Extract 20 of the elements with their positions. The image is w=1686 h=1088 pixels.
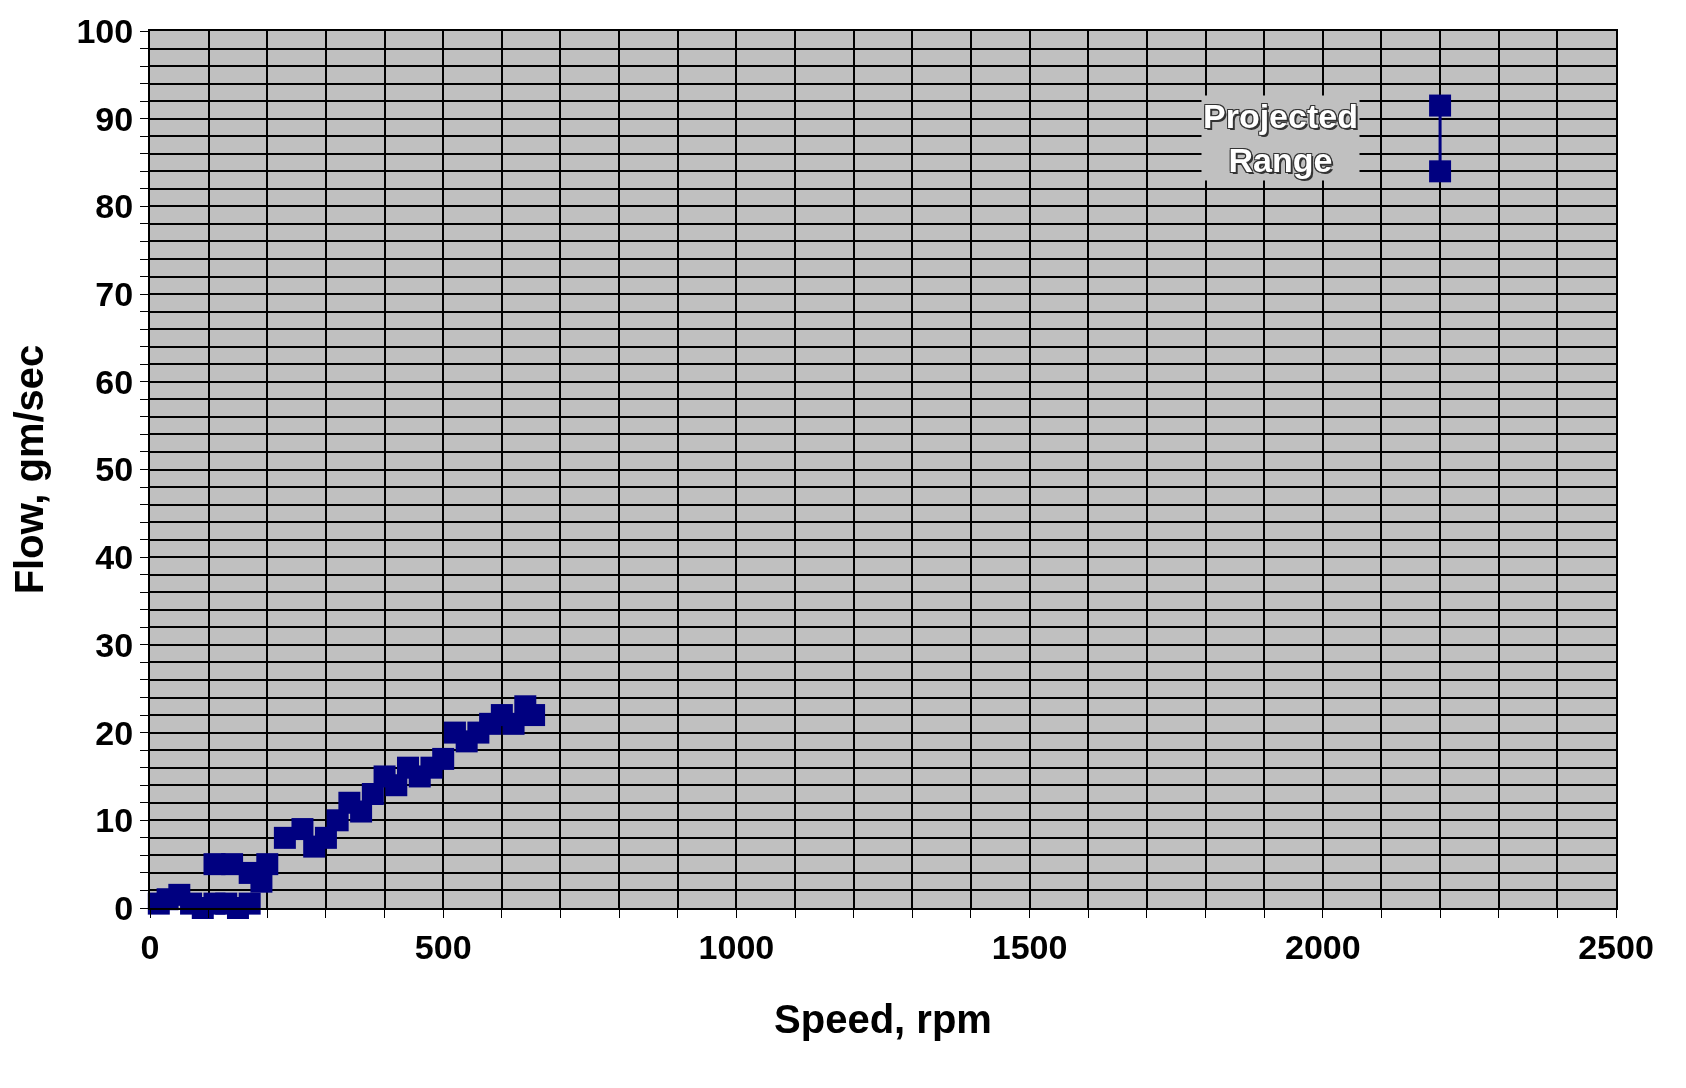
x-axis-title: Speed, rpm [774, 996, 992, 1041]
x-tick-label: 2000 [1284, 927, 1361, 966]
x-tick-label: 2500 [1578, 927, 1654, 966]
text: Projected Range [1203, 97, 1358, 180]
y-tick-label: 50 [95, 450, 134, 489]
y-tick-label: 0 [114, 888, 134, 927]
y-tick-label: 20 [95, 713, 134, 752]
y-tick-label: 70 [95, 275, 134, 313]
y-tick-label: 40 [95, 538, 134, 577]
y-tick-label: 10 [95, 801, 134, 840]
y-tick-label: 100 [76, 11, 134, 50]
y-tick-label: 30 [95, 625, 134, 664]
y-axis-title: Flow, gm/sec [7, 344, 52, 595]
x-tick-label: 1000 [698, 927, 775, 966]
x-tick-label: 0 [140, 927, 160, 966]
x-tick-label: 1500 [991, 927, 1068, 966]
y-tick-label: 60 [95, 362, 134, 401]
x-tick-label: 500 [414, 927, 472, 966]
y-tick-label: 90 [95, 99, 134, 138]
y-tick-label: 80 [95, 187, 134, 226]
